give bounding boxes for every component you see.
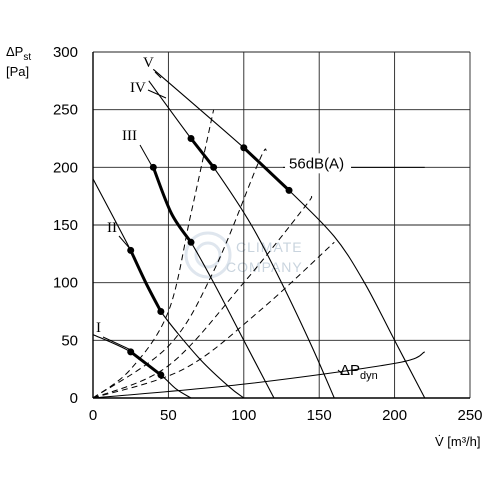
watermark-line1: CLIMATE xyxy=(236,239,303,255)
fan-curves xyxy=(92,68,426,399)
curve-label-I: I xyxy=(96,320,101,336)
x-axis-label: V̇ [m³/h] xyxy=(435,434,481,449)
highlight-point-I-end xyxy=(157,371,165,379)
highlight-point-V-start xyxy=(240,144,248,152)
system-curve-2 xyxy=(92,148,267,399)
system-curve-3 xyxy=(92,195,313,399)
dynamic-pressure-leader xyxy=(337,369,344,376)
annotation-bg xyxy=(285,153,352,174)
y-tick-label-200: 200 xyxy=(53,159,78,176)
curve-label-V: V xyxy=(143,55,154,71)
y-axis-label-line1: ΔPst xyxy=(6,44,31,63)
dynamic-pressure-line xyxy=(92,351,425,399)
dynamic-pressure-label: ΔPdyn xyxy=(340,362,378,382)
highlighted-segments xyxy=(127,135,293,379)
x-tick-label-0: 0 xyxy=(89,407,97,424)
leader-line-V xyxy=(154,71,162,79)
y-tick-label-50: 50 xyxy=(61,332,78,349)
leader-line-III xyxy=(139,144,154,169)
annotation-56dba: 56dB(A) xyxy=(289,155,344,172)
x-tick-label-150: 150 xyxy=(307,407,332,424)
x-tick-label-200: 200 xyxy=(382,407,407,424)
dynamic-pressure-curve xyxy=(92,351,425,399)
watermark: CLIMATE COMPANY xyxy=(184,231,303,279)
highlight-point-IV-start xyxy=(187,135,195,142)
highlight-point-II-start xyxy=(127,246,135,254)
leader-line-II xyxy=(118,235,132,251)
x-tick-label-250: 250 xyxy=(457,407,482,424)
y-tick-label-0: 0 xyxy=(70,390,78,407)
system-curve-1 xyxy=(92,109,215,399)
curve-label-IV: IV xyxy=(130,80,146,96)
y-tick-label-300: 300 xyxy=(53,44,78,61)
curve-label-III: III xyxy=(122,128,137,144)
y-tick-label-150: 150 xyxy=(53,217,78,234)
highlight-segment-IV xyxy=(189,137,215,169)
system-curves xyxy=(92,109,335,399)
highlight-segment-I xyxy=(129,350,162,377)
y-axis-label-line2: [Pa] xyxy=(6,64,29,79)
x-tick-label-100: 100 xyxy=(231,407,256,424)
highlight-segment-II xyxy=(129,249,163,313)
system-curve-4 xyxy=(92,241,335,399)
y-tick-label-250: 250 xyxy=(53,102,78,119)
x-tick-label-50: 50 xyxy=(160,407,177,424)
curve-label-II: II xyxy=(107,220,117,236)
y-tick-label-100: 100 xyxy=(53,275,78,292)
fan-curve-V xyxy=(152,68,426,399)
highlight-segment-III xyxy=(151,166,193,244)
highlight-point-V-end xyxy=(285,186,293,194)
highlight-segment-V xyxy=(242,146,291,192)
leader-line-I xyxy=(102,336,132,351)
watermark-line2: COMPANY xyxy=(226,259,303,275)
leader-line-IV xyxy=(147,89,167,99)
highlight-point-IV-end xyxy=(210,163,218,171)
highlight-point-III-end xyxy=(187,238,195,246)
tick-labels: 0 50 100 150 200 250 0 50 100 150 200 250 300 xyxy=(53,44,483,424)
grid xyxy=(93,51,471,398)
highlight-point-II-end xyxy=(157,308,165,315)
fan-curve-I xyxy=(92,334,192,399)
axes xyxy=(92,52,470,399)
highlight-point-I-start xyxy=(127,348,135,356)
